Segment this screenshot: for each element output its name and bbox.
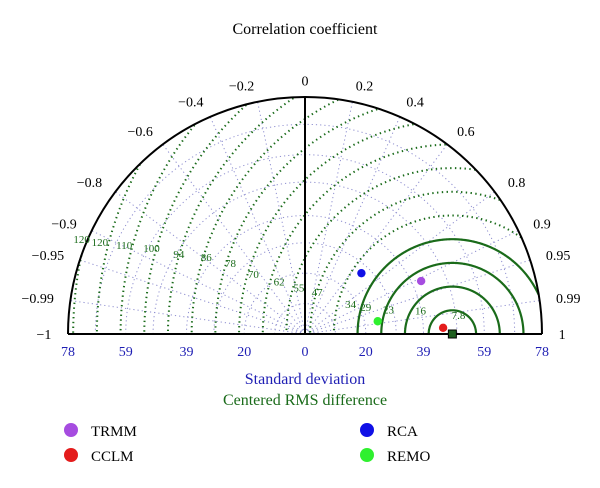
rms-contour-label: 23 xyxy=(383,304,395,316)
correlation-tick-label: −0.6 xyxy=(127,125,152,140)
rms-contour-label: 100 xyxy=(143,243,160,255)
correlation-grid-line xyxy=(209,116,306,335)
sd-grid-arc xyxy=(274,303,336,335)
reference-marker xyxy=(447,329,457,339)
rms-contour xyxy=(332,214,522,334)
rms-contour xyxy=(309,190,501,334)
rms-contour-label: 16 xyxy=(415,305,427,317)
x-axis-title: Standard deviation xyxy=(245,371,365,388)
rms-contour xyxy=(119,124,196,335)
rms-contour xyxy=(403,285,501,335)
rms-axis-title: Centered RMS difference xyxy=(223,392,387,409)
rms-contour-label: 7.8 xyxy=(452,310,466,322)
legend-label-rca: RCA xyxy=(387,424,418,440)
rms-contour xyxy=(380,261,525,335)
model-point-trmm xyxy=(416,276,426,286)
rms-contour xyxy=(238,123,414,334)
rms-contour xyxy=(427,309,478,335)
correlation-tick-label: −0.8 xyxy=(77,176,102,191)
correlation-tick-label: 0 xyxy=(302,74,309,89)
rms-contour-label: 78 xyxy=(225,258,237,270)
points-layer xyxy=(357,268,457,339)
rms-contour-label: 29 xyxy=(360,302,372,314)
sd-tick-label: 20 xyxy=(359,345,373,360)
legend-marker-remo xyxy=(360,448,374,462)
rms-contour xyxy=(190,98,339,335)
rms-contour xyxy=(95,163,141,335)
correlation-grid-line xyxy=(304,259,531,335)
legend-marker-rca xyxy=(360,423,374,437)
rms-contour xyxy=(166,97,294,335)
sd-tick-label: 59 xyxy=(477,345,491,360)
rms-contour xyxy=(356,238,540,334)
correlation-grid-line xyxy=(304,101,353,335)
model-point-remo xyxy=(373,317,382,326)
sd-grid-arc xyxy=(186,215,424,335)
rms-contour-label: 94 xyxy=(173,249,185,261)
rms-contour-label: 120 xyxy=(92,237,109,249)
correlation-grid-line xyxy=(257,101,306,335)
sd-tick-label: 78 xyxy=(535,345,549,360)
correlation-grid-line xyxy=(115,191,306,335)
correlation-tick-label: 0.2 xyxy=(356,80,374,95)
rms-contour xyxy=(72,254,83,335)
frame-layer xyxy=(67,96,543,335)
correlation-tick-label: 0.8 xyxy=(508,176,526,191)
correlation-grid-line xyxy=(79,259,306,335)
sd-grid-arc xyxy=(94,124,516,335)
rms-contour-label: 34 xyxy=(345,299,357,311)
correlation-tick-label: 0.99 xyxy=(556,292,581,307)
legend-label-remo: REMO xyxy=(387,449,431,465)
legend-marker-cclm xyxy=(64,448,78,462)
correlation-tick-label: −0.9 xyxy=(51,217,76,232)
sd-tick-label: 39 xyxy=(180,345,194,360)
correlation-tick-label: 0.4 xyxy=(406,96,424,111)
rms-contour-label: 55 xyxy=(293,282,305,294)
chart-title: Correlation coefficient xyxy=(233,21,379,38)
legend: TRMM CCLM RCA REMO xyxy=(64,423,431,465)
correlation-tick-label: −0.99 xyxy=(22,292,54,307)
correlation-tick-label: 0.6 xyxy=(457,125,475,140)
correlation-grid-line xyxy=(304,191,495,335)
sd-tick-label: 39 xyxy=(417,345,431,360)
legend-label-cclm: CCLM xyxy=(91,449,134,465)
sd-tick-label: 59 xyxy=(119,345,133,360)
sd-tick-label: 0 xyxy=(302,345,309,360)
correlation-grid-line xyxy=(304,116,401,335)
grid-layer xyxy=(70,97,540,335)
correlation-tick-label: −0.2 xyxy=(229,80,254,95)
correlation-tick-label: −0.4 xyxy=(178,96,203,111)
correlation-grid-line xyxy=(304,230,519,335)
correlation-grid-line xyxy=(304,300,540,335)
rms-contour-label: 110 xyxy=(116,240,133,252)
correlation-grid-line xyxy=(70,300,306,335)
correlation-grid-line xyxy=(304,144,448,335)
rms-contour xyxy=(285,167,476,334)
correlation-grid-line xyxy=(162,144,306,335)
label-layer: 0 0.2 0.4 0.6 0.8 0.9 0.95 0.99 1 −0.2 −0.4 −0.6 −0.… xyxy=(22,74,581,360)
rms-contour-label: 47 xyxy=(312,287,324,299)
model-point-cclm xyxy=(438,323,448,333)
legend-label-trmm: TRMM xyxy=(91,424,137,440)
correlation-tick-label: −1 xyxy=(37,328,52,343)
correlation-grid-line xyxy=(91,230,306,335)
rms-contour xyxy=(143,104,247,335)
correlation-tick-label: 0.95 xyxy=(546,249,571,264)
rms-contour xyxy=(214,108,378,334)
rms-contour-label: 70 xyxy=(248,269,260,281)
legend-marker-trmm xyxy=(64,423,78,437)
correlation-tick-label: −0.95 xyxy=(32,249,64,264)
rms-contour-label: 86 xyxy=(201,252,213,264)
correlation-tick-label: 1 xyxy=(559,328,566,343)
sd-tick-label: 20 xyxy=(237,345,251,360)
rms-contour-label: 62 xyxy=(274,276,285,288)
correlation-tick-label: 0.9 xyxy=(533,217,551,232)
sd-tick-label: 78 xyxy=(61,345,75,360)
rms-contour xyxy=(261,143,446,334)
rms-contour-label: 120 xyxy=(73,234,90,246)
model-point-rca xyxy=(357,268,366,278)
